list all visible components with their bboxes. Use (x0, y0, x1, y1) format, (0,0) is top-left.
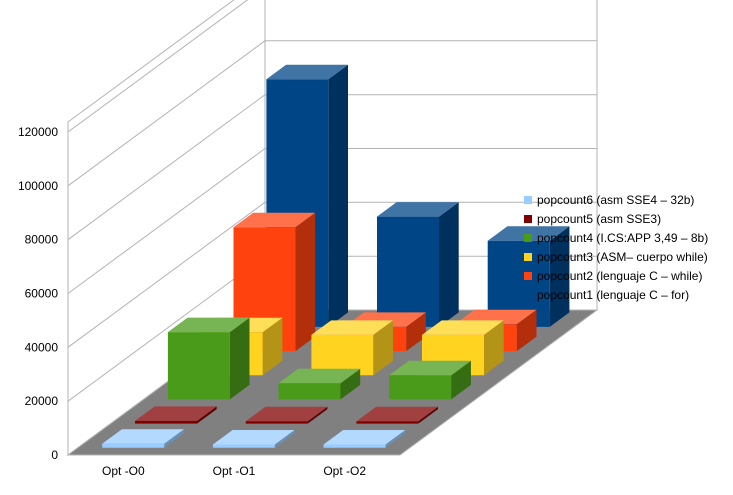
bar (212, 430, 295, 448)
bar-top (356, 406, 438, 422)
bar-front (212, 444, 275, 448)
bar-side (340, 368, 361, 400)
legend-entry: popcount5 (asm SSE3) (524, 212, 661, 226)
bar-top (102, 429, 184, 444)
x-tick-label: Opt -O0 (102, 464, 145, 478)
gridline (67, 0, 249, 133)
bar (377, 202, 459, 327)
bar-top (377, 202, 459, 217)
bar-side (197, 406, 217, 424)
bar-side (451, 360, 471, 400)
bar (135, 406, 217, 424)
bar-side (439, 202, 459, 327)
bar-side (307, 406, 328, 424)
legend: popcount6 (asm SSE4 – 32b) popcount5 (asm… (524, 193, 708, 302)
bar-top (167, 317, 250, 333)
gridline (67, 94, 597, 241)
bar (323, 430, 406, 448)
bar-front (487, 240, 550, 327)
legend-label: popcount2 (lenguaje C – while) (537, 269, 702, 283)
bar-side (549, 226, 570, 327)
bar-front (377, 216, 439, 327)
legend-entry: popcount2 (lenguaje C – while) (524, 269, 702, 283)
y-tick-label: 20000 (25, 394, 59, 408)
bar (245, 406, 328, 424)
bar-top (135, 406, 217, 421)
bar-top (422, 320, 504, 335)
legend-swatch (524, 291, 532, 299)
bar-top (487, 226, 570, 241)
bar-top (389, 360, 471, 376)
bar-front (356, 421, 419, 424)
legend-entry: popcount6 (asm SSE4 – 32b) (524, 193, 694, 207)
x-axis-ticks: Opt -O0 Opt -O1 Opt -O2 (102, 464, 366, 478)
bar-side (516, 309, 537, 352)
bar-side (328, 64, 348, 327)
legend-label: popcount3 (ASM– cuerpo while) (537, 250, 708, 264)
bar-side (262, 317, 283, 376)
y-tick-label: 80000 (25, 233, 59, 247)
y-tick-label: 0 (51, 448, 58, 462)
y-tick-label: 120000 (18, 125, 58, 139)
legend-entry: popcount3 (ASM– cuerpo while) (524, 250, 708, 264)
bar-top (278, 368, 361, 384)
bar-side (484, 320, 504, 376)
bar-front (135, 420, 197, 424)
bar-front (323, 444, 386, 448)
bar-side (164, 429, 184, 448)
bar-front (167, 332, 230, 400)
bar (311, 320, 393, 376)
legend-label: popcount4 (I.CS:APP 3,49 – 8b) (537, 231, 708, 245)
bar-side (373, 320, 393, 376)
bar-front (102, 443, 165, 448)
bar (278, 368, 361, 400)
bar (389, 360, 471, 400)
bar-front (245, 421, 308, 424)
y-axis-ticks: 0 20000 40000 60000 80000 100000 120000 (18, 125, 58, 462)
gridline (67, 40, 597, 187)
gridline (67, 201, 597, 348)
legend-swatch (524, 253, 532, 261)
legend-label: popcount1 (lenguaje C – for) (537, 288, 689, 302)
bar (167, 317, 250, 400)
bar-side (406, 312, 426, 352)
bar-side (274, 430, 295, 448)
bar-front (311, 334, 374, 376)
bar-top (266, 64, 348, 80)
legend-label: popcount6 (asm SSE4 – 32b) (537, 193, 694, 207)
x-tick-label: Opt -O1 (213, 464, 256, 478)
legend-swatch (524, 215, 532, 223)
bar (356, 406, 438, 424)
bar-side (295, 212, 316, 352)
legend-swatch (524, 196, 532, 204)
gridline (67, 148, 597, 294)
bar-top (323, 430, 406, 445)
bar-side (385, 430, 406, 448)
y-tick-label: 40000 (25, 340, 59, 354)
y-tick-label: 60000 (25, 287, 59, 301)
bar (102, 429, 184, 448)
y-tick-label: 100000 (18, 179, 58, 193)
legend-entry: popcount1 (lenguaje C – for) (524, 288, 689, 302)
bar-top (245, 406, 328, 422)
bar (487, 226, 570, 327)
legend-swatch (524, 234, 532, 242)
bar-top (212, 430, 295, 445)
bars (102, 64, 570, 448)
bar-front (278, 383, 341, 400)
bar-side (418, 406, 438, 424)
bar-front (389, 375, 452, 400)
bar-top (233, 212, 316, 228)
bar-top (311, 320, 393, 335)
bar-side (229, 317, 250, 400)
x-tick-label: Opt -O2 (323, 464, 366, 478)
legend-entry: popcount4 (I.CS:APP 3,49 – 8b) (524, 231, 708, 245)
legend-swatch (524, 272, 532, 280)
legend-label: popcount5 (asm SSE3) (537, 212, 661, 226)
